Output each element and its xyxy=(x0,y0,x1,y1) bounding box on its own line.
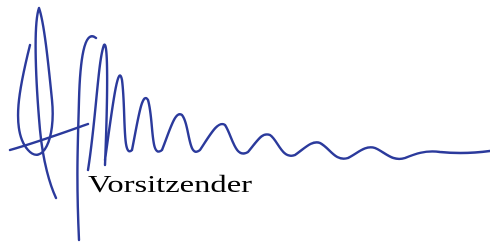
signature-stroke xyxy=(18,8,56,198)
signature-stroke xyxy=(88,45,107,170)
signature xyxy=(10,8,490,240)
signature-stroke xyxy=(105,75,490,160)
signature-block: Vorsitzender xyxy=(0,0,490,243)
signature-caption: Vorsitzender xyxy=(88,172,252,198)
